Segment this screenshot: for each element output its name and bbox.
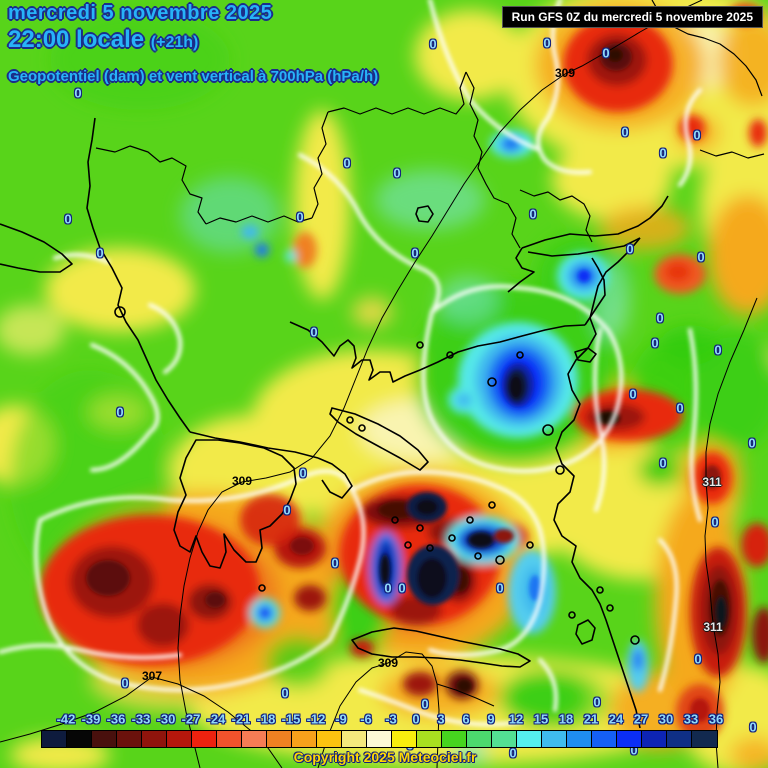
colorbar-cell bbox=[492, 731, 517, 747]
colorbar-tick: -12 bbox=[306, 711, 326, 727]
time-title: 22:00 locale (+21h) bbox=[8, 26, 378, 54]
colorbar-cell bbox=[267, 731, 292, 747]
colorbar-tick: 21 bbox=[583, 711, 599, 727]
colorbar-cell bbox=[117, 731, 142, 747]
date-title: mercredi 5 novembre 2025 bbox=[8, 2, 273, 24]
colorbar-tick-labels: -42 -39 -36 -33 -30 -27 -24 -21 -18 -15 -12 -9 -6 -3 0… bbox=[0, 710, 768, 728]
colorbar-cell bbox=[517, 731, 542, 747]
colorbar-tick: 36 bbox=[708, 711, 724, 727]
colorbar-cell bbox=[292, 731, 317, 747]
colorbar-cell bbox=[67, 731, 92, 747]
colorbar-tick: -24 bbox=[206, 711, 226, 727]
colorbar-tick: -27 bbox=[181, 711, 201, 727]
colorbar-cell bbox=[42, 731, 67, 747]
colorbar-cell bbox=[367, 731, 392, 747]
colorbar-tick: 15 bbox=[533, 711, 549, 727]
colorbar-cell bbox=[642, 731, 667, 747]
parameter-subtitle: Geopotentiel (dam) et vent vertical à 70… bbox=[8, 68, 379, 85]
colorbar-tick: -30 bbox=[156, 711, 176, 727]
run-info-box: Run GFS 0Z du mercredi 5 novembre 2025 bbox=[501, 6, 763, 28]
colorbar-tick: -36 bbox=[106, 711, 126, 727]
title-block: mercredi 5 novembre 2025 22:00 locale (+… bbox=[8, 2, 378, 85]
colorbar-tick: 33 bbox=[683, 711, 699, 727]
colorbar-tick: 12 bbox=[508, 711, 524, 727]
colorbar-tick: 6 bbox=[462, 711, 470, 727]
colorbar-cell bbox=[467, 731, 492, 747]
colorbar-cell bbox=[442, 731, 467, 747]
colorbar-cell bbox=[692, 731, 717, 747]
colorbar-tick: -3 bbox=[385, 711, 397, 727]
colorbar-tick: 0 bbox=[412, 711, 420, 727]
colorbar-cell bbox=[342, 731, 367, 747]
colorbar-cell bbox=[142, 731, 167, 747]
forecast-offset: (+21h) bbox=[150, 34, 199, 51]
copyright-text: Copyright 2025 Meteociel.fr bbox=[293, 749, 477, 765]
colorbar-cell bbox=[667, 731, 692, 747]
colorbar-cell bbox=[317, 731, 342, 747]
colorbar-tick: 18 bbox=[558, 711, 574, 727]
colorbar-tick: 27 bbox=[633, 711, 649, 727]
colorbar-tick: 24 bbox=[608, 711, 624, 727]
colorbar-tick: 30 bbox=[658, 711, 674, 727]
colorbar-cell bbox=[542, 731, 567, 747]
colorbar-tick: -39 bbox=[81, 711, 101, 727]
colorbar-tick: -21 bbox=[231, 711, 251, 727]
colorbar-cell bbox=[592, 731, 617, 747]
colorbar-tick: 3 bbox=[437, 711, 445, 727]
colorbar-tick: -15 bbox=[281, 711, 301, 727]
colorbar-cell bbox=[417, 731, 442, 747]
colorbar-cell bbox=[392, 731, 417, 747]
colorbar-tick: -18 bbox=[256, 711, 276, 727]
colorbar-tick: -6 bbox=[360, 711, 372, 727]
local-time: 22:00 locale bbox=[8, 26, 145, 53]
zero-contour-lines bbox=[0, 0, 702, 727]
colorbar-tick: -9 bbox=[335, 711, 347, 727]
colorbar-cell bbox=[242, 731, 267, 747]
colorbar-tick: 9 bbox=[487, 711, 495, 727]
colorbar-cell bbox=[192, 731, 217, 747]
colorbar-cell bbox=[217, 731, 242, 747]
colorbar-cell bbox=[92, 731, 117, 747]
colorbar-cell bbox=[567, 731, 592, 747]
vv-extreme-cores bbox=[86, 43, 730, 722]
colorbar-tick: -42 bbox=[56, 711, 76, 727]
colorbar bbox=[41, 730, 718, 748]
colorbar-cell bbox=[617, 731, 642, 747]
coastlines bbox=[0, 117, 669, 729]
colorbar-cell bbox=[167, 731, 192, 747]
border-lines bbox=[95, 0, 765, 249]
colorbar-tick: -33 bbox=[131, 711, 151, 727]
